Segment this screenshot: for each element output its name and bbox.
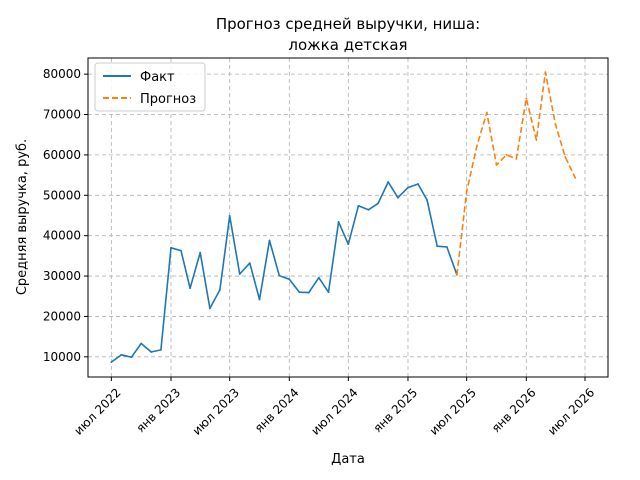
data-point (337, 221, 340, 223)
data-point (150, 351, 153, 353)
y-axis-label: Средняя выручка, руб. (15, 139, 30, 295)
data-point (495, 164, 498, 166)
data-point (426, 199, 428, 202)
data-point (544, 71, 547, 73)
data-point (407, 186, 409, 189)
data-point (298, 291, 301, 294)
data-point (170, 246, 172, 249)
data-point (258, 298, 261, 301)
data-point (317, 276, 320, 279)
legend-label-fact: Факт (140, 70, 175, 85)
data-point (535, 139, 538, 141)
y-tick-label: 10000 (43, 350, 81, 364)
data-point (397, 196, 399, 199)
data-point (456, 273, 458, 276)
data-point (515, 158, 518, 160)
series-lines (110, 71, 577, 363)
data-point (387, 181, 390, 183)
data-point (417, 183, 419, 185)
data-point (347, 243, 350, 246)
chart-title-line-2: ложка детская (288, 36, 407, 54)
y-tick-label: 60000 (43, 148, 81, 162)
data-point (268, 239, 271, 242)
data-point (140, 342, 143, 345)
data-point (130, 356, 133, 359)
data-point (307, 291, 310, 294)
y-axis-ticks: 10000 20000 30000 40000 50000 60000 70000 80000 (43, 67, 88, 364)
data-point (554, 123, 557, 126)
data-point (288, 278, 291, 281)
data-point (367, 208, 370, 211)
data-point (485, 111, 488, 114)
data-point (238, 273, 241, 275)
data-point (219, 288, 221, 291)
y-tick-label: 50000 (43, 188, 81, 202)
data-point (465, 190, 468, 193)
chart-title-line-1: Прогноз средней выручки, ниша: (216, 15, 480, 33)
data-point (327, 291, 330, 294)
data-point (446, 246, 448, 248)
data-point (278, 274, 281, 277)
y-tick-label: 30000 (43, 269, 81, 283)
data-point (199, 251, 202, 254)
legend-label-forecast: Прогноз (140, 92, 196, 107)
data-point (505, 154, 508, 156)
data-point (120, 353, 123, 356)
data-point (180, 249, 182, 252)
data-point (525, 97, 528, 100)
grid (88, 58, 608, 377)
y-tick-label: 20000 (43, 309, 81, 323)
data-point (574, 177, 577, 179)
x-axis-label: Дата (331, 452, 365, 467)
data-point (357, 204, 360, 207)
data-point (475, 145, 478, 148)
data-point (110, 361, 113, 363)
data-point (436, 245, 439, 248)
data-point (248, 262, 251, 264)
data-point (564, 156, 567, 158)
data-point (160, 349, 162, 351)
data-point (209, 307, 211, 310)
legend: Факт Прогноз (94, 62, 206, 112)
y-tick-label: 80000 (43, 67, 81, 81)
series-line-fact (110, 181, 458, 363)
y-tick-label: 70000 (43, 108, 81, 122)
data-point (377, 202, 379, 205)
y-tick-label: 40000 (43, 229, 81, 243)
data-point (189, 287, 192, 290)
data-point (228, 215, 231, 217)
